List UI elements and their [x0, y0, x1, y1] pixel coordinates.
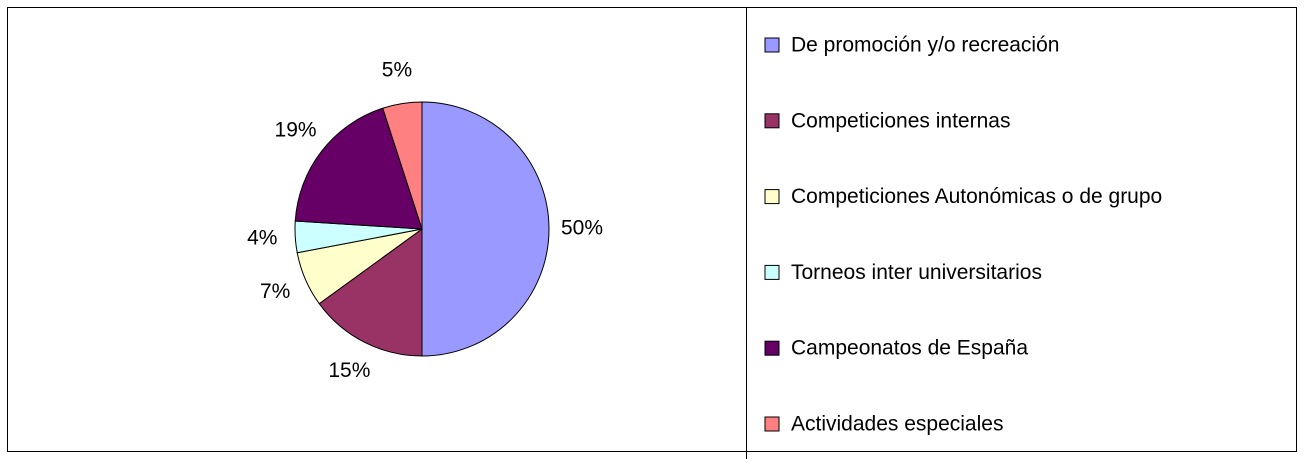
legend-label: Competiciones Autonómicas o de grupo [791, 185, 1162, 208]
slice-label: 50% [561, 217, 603, 240]
legend-swatch [764, 113, 780, 129]
slice-label: 7% [260, 280, 290, 303]
legend-label: Actividades especiales [791, 413, 1003, 436]
pie-slice [294, 107, 423, 230]
legend-label: De promoción y/o recreación [791, 34, 1059, 57]
legend-swatch [764, 264, 780, 280]
legend-swatch [764, 189, 780, 205]
legend-label: Competiciones internas [791, 109, 1010, 132]
slice-label: 4% [247, 227, 277, 250]
pie-slice [382, 101, 423, 230]
slice-label: 19% [275, 118, 317, 141]
slice-label: 15% [328, 359, 370, 382]
legend-label: Campeonatos de España [791, 337, 1028, 360]
slice-label: 5% [382, 59, 412, 82]
legend-swatch [764, 416, 780, 432]
pie-slice [318, 228, 423, 357]
legend-swatch [764, 37, 780, 53]
chart-frame [7, 7, 1297, 452]
pie-slice [421, 101, 550, 357]
legend-swatch [764, 340, 780, 356]
legend-label: Torneos inter universitarios [791, 261, 1042, 284]
